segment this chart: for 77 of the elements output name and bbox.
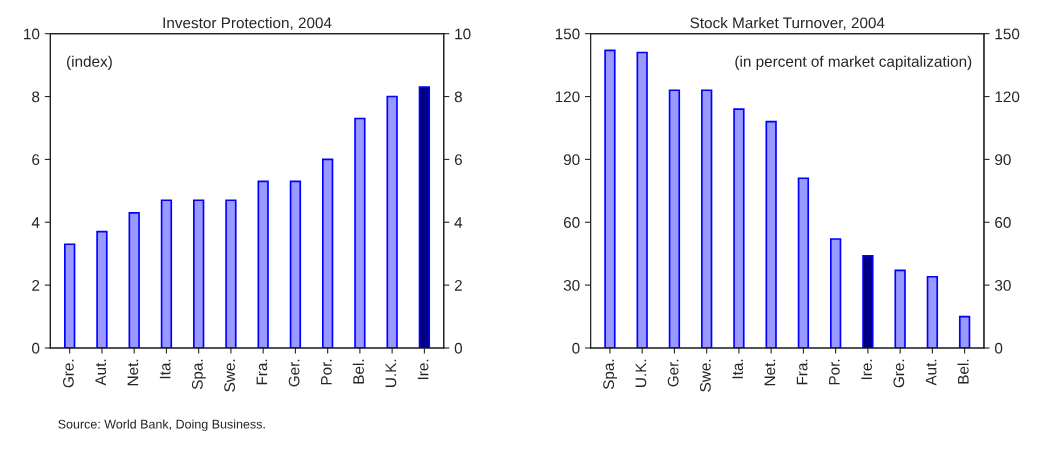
bar	[636, 51, 648, 348]
bar	[829, 238, 842, 348]
bar	[765, 120, 777, 348]
x-tick-label: Bel.	[352, 359, 364, 384]
bar	[96, 230, 108, 348]
bar	[668, 89, 681, 348]
y-tick-label: 90	[563, 154, 580, 166]
bar	[926, 275, 939, 348]
chart-title: Stock Market Turnover, 2004	[690, 17, 885, 31]
x-tick-label: Spa.	[191, 359, 206, 390]
bar	[604, 49, 616, 348]
bar	[128, 211, 140, 348]
y-tick-label: 30	[563, 279, 580, 291]
y-tick-label: 2	[32, 279, 40, 291]
y-tick-label: 0	[572, 342, 580, 354]
bar	[894, 269, 906, 348]
x-tick-label: U.K.	[635, 359, 647, 387]
y-tick-label: 150	[555, 28, 580, 40]
x-tick-label: Spa.	[603, 359, 618, 390]
bar	[289, 180, 302, 348]
bar	[386, 95, 398, 348]
bar	[321, 158, 334, 348]
bar	[225, 199, 237, 348]
y-tick-label: 6	[32, 154, 40, 166]
x-tick-label: Ita.	[732, 359, 744, 379]
bar	[733, 108, 745, 348]
y-tick-label: 4	[31, 217, 40, 228]
y2-tick-label: 4	[454, 217, 463, 228]
bar	[64, 243, 76, 348]
y-tick-label: 120	[555, 91, 580, 103]
bar	[193, 199, 205, 348]
y2-tick-label: 90	[995, 154, 1011, 166]
y-tick-label: 8	[32, 91, 40, 103]
chart-title: Investor Protection, 2004	[163, 17, 332, 31]
annotation: (index)	[67, 55, 112, 70]
y2-tick-label: 30	[994, 279, 1011, 291]
x-tick-label: Fra.	[256, 359, 268, 385]
x-tick-label: Ger.	[288, 359, 300, 387]
bar	[958, 315, 971, 348]
bar	[862, 254, 874, 348]
bar	[418, 86, 431, 348]
y2-tick-label: 8	[454, 91, 462, 103]
y2-tick-label: 2	[454, 279, 462, 291]
x-tick-label: Ita.	[159, 359, 171, 379]
bar	[797, 177, 810, 348]
y-tick-label: 0	[32, 342, 40, 354]
x-tick-label: Por.	[829, 359, 840, 385]
x-tick-label: Por.	[321, 359, 332, 385]
bar	[700, 89, 713, 348]
annotation: (in percent of market capitalization)	[735, 55, 972, 70]
y2-tick-label: 0	[454, 342, 463, 354]
y2-tick-label: 150	[995, 28, 1020, 40]
y2-tick-label: 6	[454, 154, 462, 166]
bar	[160, 199, 173, 348]
x-tick-label: Swe.	[699, 359, 711, 392]
y2-tick-label: 60	[995, 217, 1011, 228]
x-tick-label: Gre.	[62, 359, 74, 388]
x-tick-label: Fra.	[796, 359, 808, 385]
source-note: Source: World Bank, Doing Business.	[58, 419, 265, 432]
x-tick-label: Net.	[127, 359, 139, 386]
bar	[257, 180, 269, 348]
x-tick-label: Bel.	[957, 359, 969, 384]
x-tick-label: Gre.	[893, 359, 905, 388]
x-tick-label: Aut.	[95, 359, 107, 386]
x-tick-label: Aut.	[925, 359, 937, 386]
y2-tick-label: 120	[995, 91, 1020, 103]
y2-tick-label: 10	[455, 28, 471, 40]
y-tick-label: 10	[24, 28, 40, 40]
x-tick-label: Ire.	[417, 359, 429, 380]
y-tick-label: 60	[563, 217, 580, 228]
bar	[354, 117, 366, 348]
y2-tick-label: 0	[994, 342, 1003, 354]
x-tick-label: Ger.	[667, 359, 679, 387]
x-tick-label: Net.	[764, 359, 776, 386]
x-tick-label: U.K.	[385, 359, 397, 387]
x-tick-label: Swe.	[224, 359, 236, 392]
x-tick-label: Ire.	[861, 359, 872, 380]
